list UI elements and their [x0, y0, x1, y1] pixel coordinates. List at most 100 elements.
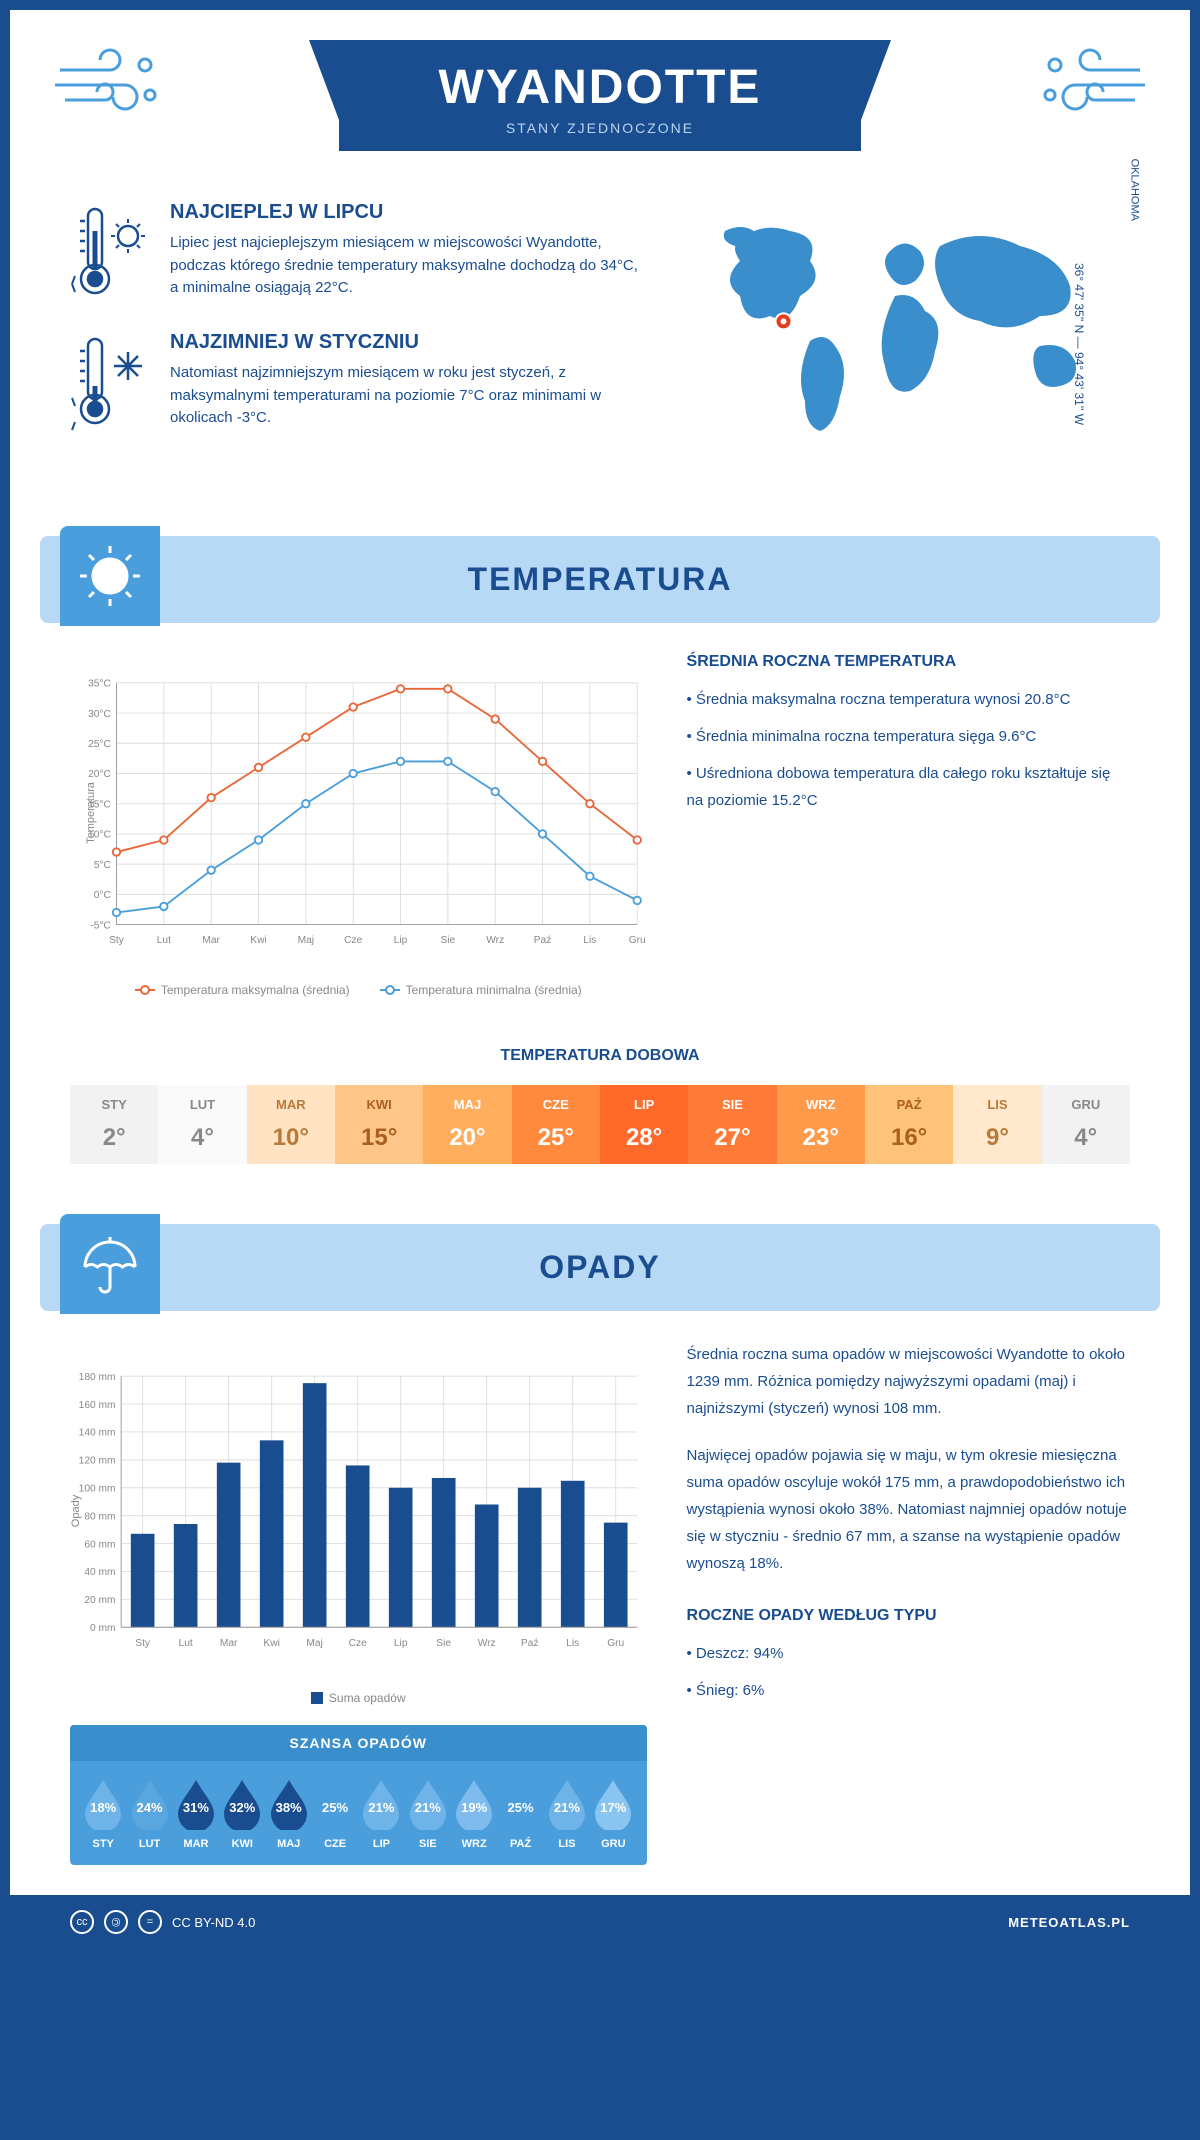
city-name: WYANDOTTE [439, 60, 762, 115]
svg-text:Paź: Paź [521, 1638, 539, 1649]
precip-text-2: Najwięcej opadów pojawia się w maju, w t… [687, 1442, 1130, 1577]
daily-temp-month: WRZ [777, 1097, 865, 1112]
temperature-body: Temperatura -5°C0°C5°C10°C15°C20°C25°C30… [10, 623, 1190, 1027]
daily-temp-grid: STY2°LUT4°MAR10°KWI15°MAJ20°CZE25°LIP28°… [70, 1085, 1130, 1164]
daily-temp-value: 10° [247, 1124, 335, 1152]
intro-section: NAJCIEPLEJ W LIPCU Lipiec jest najcieple… [10, 171, 1190, 516]
daily-temp-month: KWI [335, 1097, 423, 1112]
svg-text:Lut: Lut [179, 1638, 193, 1649]
temperature-title: TEMPERATURA [100, 561, 1100, 598]
rain-drop-cell: 21% LIP [358, 1776, 404, 1850]
precipitation-legend: Suma opadów [70, 1691, 647, 1705]
sun-icon [60, 526, 160, 626]
svg-text:160 mm: 160 mm [79, 1400, 116, 1411]
daily-temp-value: 27° [688, 1124, 776, 1152]
raindrop-icon: 31% [174, 1776, 218, 1830]
rain-chance-value: 31% [183, 1800, 209, 1815]
rain-chance-month: SIE [405, 1838, 451, 1850]
rain-drop-cell: 24%LUT [126, 1776, 172, 1850]
daily-temp-title: TEMPERATURA DOBOWA [70, 1047, 1130, 1065]
daily-temp-value: 4° [1042, 1124, 1130, 1152]
rain-drop-cell: 31%MAR [173, 1776, 219, 1850]
hottest-title: NAJCIEPLEJ W LIPCU [170, 201, 640, 224]
svg-text:140 mm: 140 mm [79, 1428, 116, 1439]
hottest-text: NAJCIEPLEJ W LIPCU Lipiec jest najcieple… [170, 201, 640, 306]
coldest-text: NAJZIMNIEJ W STYCZNIU Natomiast najzimni… [170, 331, 640, 436]
rain-chance-drops: 18%STY24%LUT31%MAR32%KWI38%MAJ25%CZE21%L… [70, 1761, 647, 1850]
raindrop-icon: 21% [359, 1776, 403, 1830]
svg-text:Lip: Lip [394, 935, 408, 946]
rain-chance-value: 38% [276, 1800, 302, 1815]
rain-chance-panel: SZANSA OPADÓW 18%STY24%LUT31%MAR32%KWI38… [70, 1725, 647, 1865]
rain-chance-value: 21% [415, 1800, 441, 1815]
svg-text:30°C: 30°C [88, 709, 111, 720]
precipitation-body: Opady 0 mm20 mm40 mm60 mm80 mm100 mm120 … [10, 1311, 1190, 1895]
precip-y-axis-label: Opady [70, 1495, 82, 1527]
svg-text:0 mm: 0 mm [90, 1623, 116, 1634]
rain-chance-month: LUT [126, 1838, 172, 1850]
rain-chance-value: 21% [554, 1800, 580, 1815]
legend-item: Suma opadów [311, 1691, 406, 1705]
rain-chance-month: LIS [544, 1838, 590, 1850]
avg-temp-title: ŚREDNIA ROCZNA TEMPERATURA [687, 653, 1130, 671]
daily-temp-value: 28° [600, 1124, 688, 1152]
hottest-block: NAJCIEPLEJ W LIPCU Lipiec jest najcieple… [70, 201, 640, 306]
svg-text:Maj: Maj [306, 1638, 322, 1649]
svg-text:Kwi: Kwi [250, 935, 266, 946]
svg-text:Sie: Sie [436, 1638, 451, 1649]
rain-chance-month: LIP [358, 1838, 404, 1850]
daily-temp-cell: LIP28° [600, 1085, 688, 1164]
temperature-section-header: TEMPERATURA [40, 536, 1160, 623]
precipitation-bar-chart: Opady 0 mm20 mm40 mm60 mm80 mm100 mm120 … [70, 1341, 647, 1681]
raindrop-icon: 21% [406, 1776, 450, 1830]
rain-chance-month: GRU [590, 1838, 636, 1850]
precipitation-section-header: OPADY [40, 1224, 1160, 1311]
region-label: OKLAHOMA [1128, 159, 1140, 221]
header-banner: WYANDOTTE STANY ZJEDNOCZONE [339, 40, 862, 151]
svg-text:-5°C: -5°C [90, 920, 111, 931]
svg-text:40 mm: 40 mm [84, 1567, 115, 1578]
hottest-description: Lipiec jest najcieplejszym miesiącem w m… [170, 232, 640, 300]
daily-temp-cell: KWI 15° [335, 1085, 423, 1164]
rain-chance-month: KWI [219, 1838, 265, 1850]
daily-temp-cell: LIS9° [953, 1085, 1041, 1164]
svg-text:Lis: Lis [583, 935, 596, 946]
daily-temp-cell: MAJ 20° [423, 1085, 511, 1164]
svg-text:Paź: Paź [534, 935, 552, 946]
svg-text:Gru: Gru [607, 1638, 624, 1649]
daily-temp-cell: SIE 27° [688, 1085, 776, 1164]
daily-temp-value: 20° [423, 1124, 511, 1152]
daily-temp-value: 9° [953, 1124, 1041, 1152]
rain-chance-value: 32% [229, 1800, 255, 1815]
raindrop-icon: 17% [591, 1776, 635, 1830]
svg-text:Cze: Cze [349, 1638, 367, 1649]
daily-temp-month: PAŹ [865, 1097, 953, 1112]
temperature-side-text: ŚREDNIA ROCZNA TEMPERATURA • Średnia mak… [687, 653, 1130, 997]
svg-text:Lip: Lip [394, 1638, 408, 1649]
daily-temp-value: 23° [777, 1124, 865, 1152]
rain-drop-cell: 38% MAJ [266, 1776, 312, 1850]
temperature-chart-area: Temperatura -5°C0°C5°C10°C15°C20°C25°C30… [70, 653, 647, 997]
legend-item: .legend-swatch[style*='#4a9edb']::after{… [380, 983, 582, 997]
legend-item: .legend-swatch[style*='#e8673a']::after{… [135, 983, 350, 997]
rain-drop-cell: 18%STY [80, 1776, 126, 1850]
rain-chance-value: 17% [600, 1800, 626, 1815]
rain-drop-cell: 25%CZE [312, 1776, 358, 1850]
daily-temp-cell: LUT4° [158, 1085, 246, 1164]
rain-chance-month: MAJ [266, 1838, 312, 1850]
svg-text:Lis: Lis [566, 1638, 579, 1649]
raindrop-icon: 32% [220, 1776, 264, 1830]
daily-temperature-section: TEMPERATURA DOBOWA STY2°LUT4°MAR10°KWI15… [10, 1027, 1190, 1204]
svg-text:Wrz: Wrz [486, 935, 504, 946]
temperature-legend: .legend-swatch[style*='#e8673a']::after{… [70, 983, 647, 997]
daily-temp-cell: WRZ 23° [777, 1085, 865, 1164]
raindrop-icon: 21% [545, 1776, 589, 1830]
thermometer-hot-icon [70, 201, 150, 306]
svg-text:180 mm: 180 mm [79, 1372, 116, 1383]
svg-text:Sty: Sty [135, 1638, 151, 1649]
daily-temp-month: MAJ [423, 1097, 511, 1112]
daily-temp-value: 15° [335, 1124, 423, 1152]
world-map-icon [680, 201, 1130, 481]
daily-temp-month: SIE [688, 1097, 776, 1112]
rain-chance-value: 25% [508, 1800, 534, 1815]
